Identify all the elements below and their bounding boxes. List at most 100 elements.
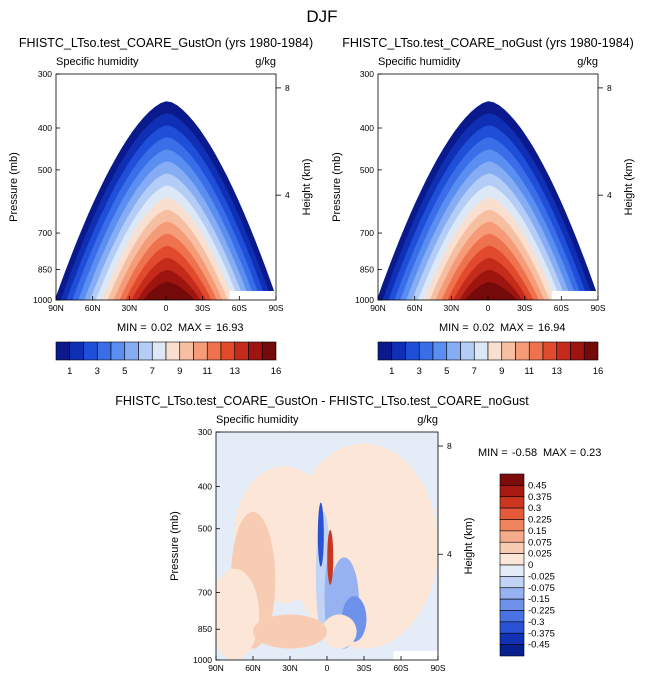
figure-title: DJF [306, 7, 337, 26]
panel1-cbar-label-4: 9 [177, 366, 182, 377]
panel2-min-value: 0.02 [473, 322, 494, 334]
panel3-cbar-box-6 [499, 541, 525, 554]
panel1-cbar-label-1: 3 [95, 366, 100, 377]
panel2-cbar-label-2: 5 [444, 366, 449, 377]
panel1-cbar-box-13 [234, 341, 249, 361]
panel3-ytick-label-0: 300 [198, 427, 212, 437]
panel3-ytick-right-label-1: 4 [447, 549, 452, 559]
panel3-cbar-box-10 [499, 587, 525, 600]
panel-no-gust: FHISTC_LTso.test_COARE_noGust (yrs 1980-… [331, 36, 635, 377]
panel2-cbar-label-6: 13 [551, 366, 562, 377]
panel1-max-value: 16.93 [216, 322, 244, 334]
panel3-contour-min [317, 502, 324, 567]
panel2-cbar-label-5: 11 [524, 366, 534, 377]
panel3-xtick-label-1: 60N [245, 663, 261, 673]
panel2-colorbar: 1 3 5 7 9 11 13 16 [377, 341, 603, 377]
panel3-ytick-right-label-0: 8 [447, 441, 452, 451]
panel1-xtick-label-3: 0 [164, 303, 169, 313]
panel2-xtick-label-1: 60N [407, 303, 423, 313]
panel3-cbar-box-8 [499, 564, 525, 577]
panel3-max-label: MAX = [543, 447, 576, 459]
panel3-ytick-label-5: 1000 [193, 655, 212, 665]
panel-difference: FHISTC_LTso.test_COARE_GustOn - FHISTC_L… [115, 394, 601, 673]
panel3-field [216, 432, 438, 660]
panel2-cbar-label-1: 3 [417, 366, 422, 377]
panel1-colorbar: 1 3 5 7 9 11 13 16 [55, 341, 282, 377]
panel3-cbar-box-15 [499, 644, 525, 657]
panel2-cbar-label-3: 7 [472, 366, 477, 377]
panel3-contour-11 [253, 614, 327, 649]
panel1-ylabel-right: Height (km) [301, 159, 313, 216]
panel2-cbar-box-9 [501, 341, 516, 361]
panel1-cbar-box-9 [179, 341, 194, 361]
panel3-contour-10 [322, 614, 357, 649]
panel3-xtick-label-2: 30N [282, 663, 298, 673]
panel3-cbar-label-3: 0.225 [528, 515, 552, 526]
panel3-axes: 90N 60N 30N 0 30S 60S 90S 300 400 500 700 850 1000 8 4 [193, 427, 452, 673]
panel1-cbar-box-2 [83, 341, 98, 361]
panel2-max-value: 16.94 [538, 322, 566, 334]
panel2-ytick-label-0: 300 [360, 69, 374, 79]
panel2-cbar-box-4 [432, 341, 448, 361]
panel1-cbar-box-1 [69, 341, 84, 361]
panel3-ytick-label-4: 850 [198, 624, 212, 634]
panel3-cbar-box-5 [499, 530, 525, 543]
panel3-cbar-box-9 [499, 576, 525, 589]
panel3-colorbar: 0.450.3750.30.2250.150.0750.0250-0.025-0… [499, 473, 555, 657]
panel1-ytick-label-0: 300 [38, 69, 52, 79]
panel2-cbar-label-0: 1 [389, 366, 394, 377]
panel1-cbar-label-5: 11 [202, 366, 212, 377]
panel1-ylabel: Pressure (mb) [8, 152, 20, 222]
panel2-ytick-label-5: 1000 [355, 295, 374, 305]
panel3-cbar-label-6: 0.025 [528, 549, 552, 560]
panel2-cbar-label-4: 9 [499, 366, 504, 377]
panel3-cbar-label-13: -0.375 [528, 628, 555, 639]
panel2-cbar-box-8 [487, 341, 503, 361]
panel3-xtick-label-0: 90N [208, 663, 224, 673]
panel2-units: g/kg [577, 56, 598, 68]
panel1-cbar-box-3 [96, 341, 112, 361]
panel1-cbar-box-4 [110, 341, 126, 361]
panel1-cbar-box-8 [165, 341, 181, 361]
panel1-cbar-box-0 [55, 341, 71, 361]
panel3-cbar-label-14: -0.45 [528, 640, 550, 651]
panel3-cbar-label-1: 0.375 [528, 492, 552, 503]
panel2-cbar-box-11 [528, 341, 544, 361]
panel3-contour-max [327, 530, 334, 585]
panel1-xtick-label-4: 30S [195, 303, 210, 313]
panel1-cbar-label-3: 7 [150, 366, 155, 377]
panel2-level-16 [465, 282, 518, 300]
panel2-cbar-box-15 [583, 341, 599, 361]
panel1-cbar-label-2: 5 [122, 366, 127, 377]
panel3-xtick-label-4: 30S [356, 663, 371, 673]
panel2-xtick-label-5: 60S [554, 303, 569, 313]
panel3-cbar-box-0 [499, 473, 525, 486]
panel2-min-label: MIN = [439, 322, 469, 334]
panel1-cbar-label-7: 16 [271, 366, 282, 377]
panel3-cbar-box-1 [499, 485, 525, 498]
panel3-min-value: -0.58 [512, 447, 537, 459]
panel2-xtick-label-6: 90S [590, 303, 605, 313]
panel2-ytick-label-3: 700 [360, 228, 374, 238]
panel2-cbar-box-6 [460, 341, 475, 361]
panel3-cbar-label-12: -0.3 [528, 617, 544, 628]
panel1-missing-notch [229, 290, 276, 300]
panel1-ytick-label-2: 500 [38, 165, 52, 175]
panel1-ytick-right-label-0: 8 [285, 83, 290, 93]
panel3-max-value: 0.23 [580, 447, 601, 459]
panel1-xtick-label-5: 60S [232, 303, 247, 313]
panel1-xtick-label-1: 60N [85, 303, 101, 313]
panel2-cbar-box-5 [446, 341, 461, 361]
panel2-ytick-right-label-0: 8 [607, 83, 612, 93]
panel3-cbar-label-8: -0.025 [528, 571, 555, 582]
panel2-ytick-label-1: 400 [360, 123, 374, 133]
panel3-cbar-label-9: -0.075 [528, 583, 555, 594]
panel2-ytick-right-label-1: 4 [607, 190, 612, 200]
panel2-cbar-box-2 [405, 341, 420, 361]
panel2-xtick-label-3: 0 [486, 303, 491, 313]
panel3-units: g/kg [417, 414, 438, 426]
panel2-cbar-box-0 [377, 341, 393, 361]
panel1-cbar-box-6 [138, 341, 153, 361]
panel2-cbar-box-13 [556, 341, 571, 361]
panel3-ytick-label-3: 700 [198, 587, 212, 597]
